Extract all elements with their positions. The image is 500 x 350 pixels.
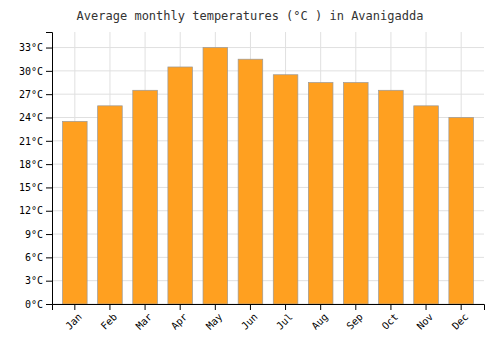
grid-line [52,70,484,71]
tick-label: Nov [415,311,436,332]
bar [273,75,298,304]
axis-line [53,305,485,311]
tick-label: Mar [134,311,155,332]
tick: 33°C [19,42,52,53]
bar [414,106,439,304]
tick-mark [285,304,286,310]
tick: 9°C [25,229,52,240]
tick-mark [426,304,427,310]
tick: 21°C [19,136,52,147]
tick-mark [46,187,52,188]
grid-line [52,94,484,95]
tick: 27°C [19,89,52,100]
tick-mark [46,304,52,305]
tick-mark [250,304,251,310]
tick-mark [46,211,52,212]
tick-mark [390,304,391,310]
grid-line [52,47,484,48]
tick-label: 0°C [25,299,43,310]
bar [98,106,123,304]
tick: Feb [99,304,120,332]
x-axis: Jan Feb Mar Apr May Jun Jul Aug Sep Oct Nov Dec [53,304,485,332]
tick-mark [74,304,75,310]
tick: 15°C [19,182,52,193]
tick-label: May [204,311,225,332]
tick-mark [180,304,181,310]
bar [238,59,263,304]
tick-label: 12°C [19,205,43,216]
tick: 24°C [19,112,52,123]
tick: 30°C [19,66,52,77]
tick-mark [46,94,52,95]
tick-label: 6°C [25,252,43,263]
tick-mark [46,117,52,118]
tick-label: Feb [99,311,120,332]
tick: May [204,304,225,332]
bar [133,90,158,304]
tick: Sep [344,304,365,332]
tick: Jul [274,304,295,332]
tick: 12°C [19,205,52,216]
tick-label: 18°C [19,159,43,170]
tick-mark [46,164,52,165]
tick-label: 30°C [19,66,43,77]
tick-mark [46,141,52,142]
tick: Apr [169,304,190,332]
tick-mark [46,257,52,258]
bar [379,90,404,304]
tick: 18°C [19,159,52,170]
tick-label: Jun [239,311,260,332]
tick-mark [46,71,52,72]
tick-label: 3°C [25,275,43,286]
axis-line [46,33,53,305]
bar [344,83,369,304]
bar [63,121,88,304]
tick: Mar [134,304,155,332]
tick: Dec [450,304,471,332]
plot: 0°C 3°C 6°C 9°C 12°C 15°C 18°C 21°C 24°C 27°C 30°C… [19,32,485,332]
tick-label: Apr [169,311,190,332]
tick-mark [46,281,52,282]
bar [168,67,193,304]
tick-mark [355,304,356,310]
tick-mark [320,304,321,310]
tick-label: 21°C [19,136,43,147]
tick: Oct [380,304,401,332]
tick-label: Jan [63,311,84,332]
tick-mark [461,304,462,310]
tick-mark [46,234,52,235]
tick: 3°C [25,275,52,286]
tick-label: 27°C [19,89,43,100]
tick-label: 24°C [19,112,43,123]
bar [203,48,228,304]
tick-label: 15°C [19,182,43,193]
y-axis: 0°C 3°C 6°C 9°C 12°C 15°C 18°C 21°C 24°C 27°C 30°C… [19,33,53,310]
tick-label: Dec [450,311,471,332]
title: Average monthly temperatures (°C ) in Av… [77,9,424,23]
tick-mark [145,304,146,310]
bars [63,48,474,304]
tick: Jan [63,304,84,332]
chart: 0°C 3°C 6°C 9°C 12°C 15°C 18°C 21°C 24°C 27°C 30°C… [0,0,500,350]
tick-label: 33°C [19,42,43,53]
bar [449,117,474,304]
tick: Nov [415,304,436,332]
grid [52,32,484,304]
tick: Jun [239,304,260,332]
tick-mark [109,304,110,310]
tick-label: Sep [344,311,365,332]
tick: 6°C [25,252,52,263]
tick: 0°C [25,299,52,310]
tick: Aug [309,304,330,332]
tick-label: 9°C [25,229,43,240]
tick-label: Oct [380,311,401,332]
bar [308,83,333,304]
tick-label: Jul [274,311,295,332]
tick-mark [46,48,52,49]
tick-label: Aug [309,311,330,332]
tick-mark [215,304,216,310]
